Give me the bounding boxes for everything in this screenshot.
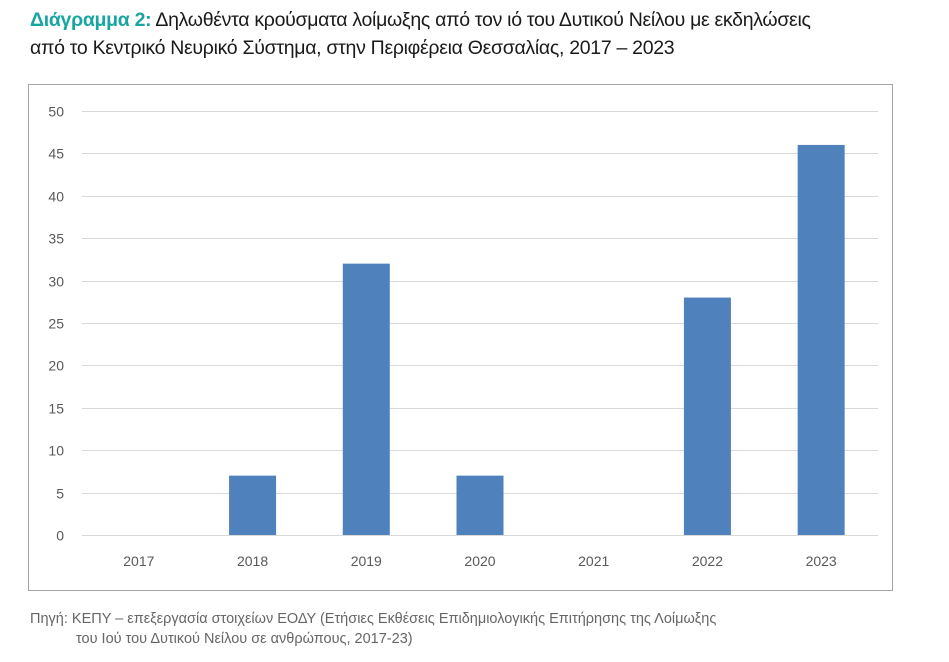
- x-tick-label: 2020: [464, 553, 495, 569]
- bar-2019: [342, 263, 390, 535]
- y-tick-label: 35: [48, 231, 64, 247]
- x-tick-label: 2019: [351, 553, 382, 569]
- y-tick-label: 5: [56, 486, 64, 502]
- y-tick-label: 15: [48, 401, 64, 417]
- chart-title-label: Διάγραμμα 2:: [30, 9, 152, 31]
- bar-2020: [456, 475, 504, 535]
- y-tick-label: 10: [48, 443, 64, 459]
- chart-title: Διάγραμμα 2: Δηλωθέντα κρούσματα λοίμωξη…: [30, 6, 811, 62]
- x-tick-label: 2023: [806, 553, 837, 569]
- x-tick-label: 2022: [692, 553, 723, 569]
- bar-2023: [797, 144, 845, 536]
- y-tick-label: 30: [48, 274, 64, 290]
- bar-2018: [229, 475, 277, 535]
- bar-2022: [683, 297, 731, 535]
- x-tick-label: 2017: [123, 553, 154, 569]
- source-line1: Πηγή: ΚΕΠΥ – επεξεργασία στοιχείων ΕΟΔΥ …: [30, 611, 717, 627]
- y-tick-label: 20: [48, 358, 64, 374]
- y-tick-label: 50: [48, 104, 64, 120]
- y-tick-label: 40: [48, 189, 64, 205]
- y-tick-label: 0: [56, 528, 64, 544]
- source-line2: του Ιού του Δυτικού Νείλου σε ανθρώπους,…: [76, 631, 413, 647]
- source-note: Πηγή: ΚΕΠΥ – επεξεργασία στοιχείων ΕΟΔΥ …: [30, 609, 716, 649]
- x-tick-label: 2021: [578, 553, 609, 569]
- chart-title-line2: από το Κεντρικό Νευρικό Σύστημα, στην Πε…: [30, 37, 675, 59]
- y-tick-label: 25: [48, 316, 64, 332]
- chart-title-line1: Δηλωθέντα κρούσματα λοίμωξης από τον ιό …: [155, 9, 811, 31]
- y-tick-label: 45: [48, 146, 64, 162]
- x-tick-label: 2018: [237, 553, 268, 569]
